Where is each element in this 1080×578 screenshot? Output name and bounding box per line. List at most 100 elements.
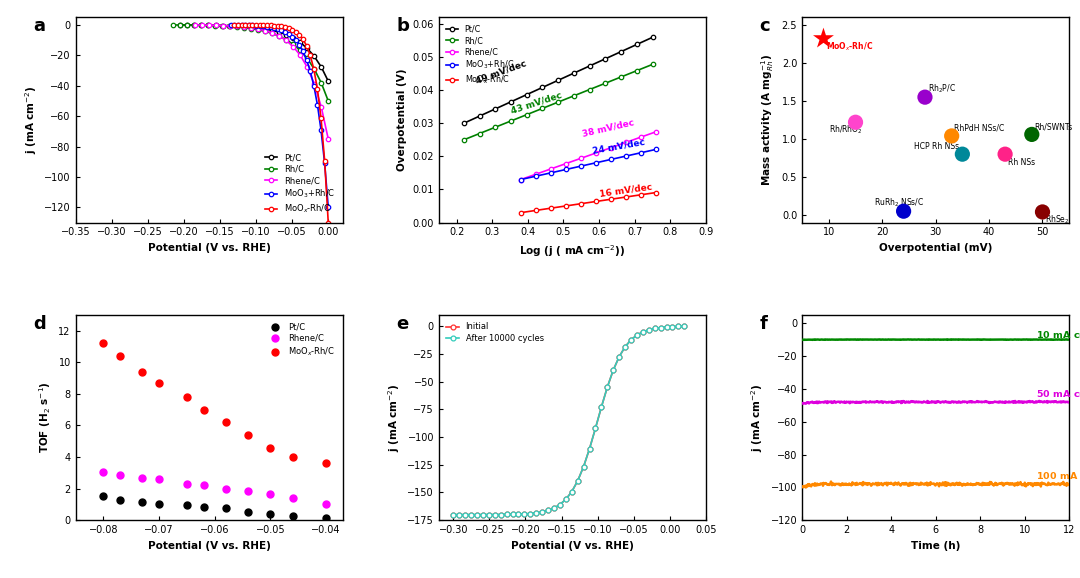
Rhene/C — [620, 139, 633, 146]
Line: Pt/C: Pt/C — [100, 492, 329, 521]
MoO$_3$+Rh/C — [235, 21, 248, 28]
Rhene/C — [216, 22, 229, 29]
Rh/C — [280, 36, 293, 43]
Text: RhPdH NSs/C: RhPdH NSs/C — [955, 124, 1004, 132]
After 10000 cycles — [553, 501, 566, 508]
MoO$_x$-Rh/C — [249, 21, 262, 28]
MoO$_x$-Rh/C — [514, 209, 527, 216]
Text: e: e — [396, 315, 408, 333]
Initial — [548, 505, 561, 512]
Rh/C — [322, 98, 335, 105]
Rh/C — [567, 92, 580, 99]
MoO$_x$-Rh/C — [529, 207, 542, 214]
Initial — [595, 403, 608, 410]
MoO$_3$+Rh/C — [242, 22, 255, 29]
Text: RuRh$_2$ NSs/C: RuRh$_2$ NSs/C — [874, 196, 924, 209]
Rhene/C — [605, 144, 618, 151]
Rh/C — [216, 23, 229, 29]
MoO$_x$-Rh/C — [268, 22, 281, 29]
After 10000 cycles — [666, 323, 679, 330]
Text: Rh/RhO$_2$: Rh/RhO$_2$ — [828, 124, 863, 136]
X-axis label: Log (j ( mA cm$^{-2}$)): Log (j ( mA cm$^{-2}$)) — [519, 243, 625, 259]
Rh/C — [504, 117, 517, 124]
MoO$_3$+Rh/C — [286, 33, 299, 40]
MoO$_3$+Rh/C — [279, 28, 292, 35]
MoO$_x$-Rh/C — [271, 23, 284, 29]
After 10000 cycles — [571, 477, 584, 484]
Initial — [600, 384, 613, 391]
Initial — [565, 488, 578, 495]
Text: 50 mA cm$^{-2}$: 50 mA cm$^{-2}$ — [1036, 387, 1080, 400]
Rhene/C — [300, 64, 313, 71]
Rhene/C — [314, 103, 327, 110]
Pt/C — [521, 91, 534, 98]
MoO$_x$-Rh/C — [253, 21, 266, 28]
MoO$_x$-Rh/C — [152, 379, 165, 386]
Rh/C — [521, 111, 534, 118]
Initial — [459, 511, 472, 518]
Pt/C — [180, 502, 193, 509]
After 10000 cycles — [447, 511, 460, 518]
X-axis label: Potential (V vs. RHE): Potential (V vs. RHE) — [511, 540, 634, 551]
Initial — [483, 511, 496, 518]
Initial — [643, 327, 656, 334]
Pt/C — [244, 24, 257, 31]
After 10000 cycles — [524, 510, 537, 517]
Rh/C — [174, 21, 187, 28]
After 10000 cycles — [488, 511, 501, 518]
Rhene/C — [280, 37, 293, 44]
Initial — [624, 336, 637, 343]
Legend: Pt/C, Rh/C, Rhene/C, MoO$_3$+Rh/C, MoO$_x$-Rh/C: Pt/C, Rh/C, Rhene/C, MoO$_3$+Rh/C, MoO$_… — [261, 150, 338, 218]
X-axis label: Overpotential (mV): Overpotential (mV) — [879, 243, 993, 253]
Line: Rhene/C: Rhene/C — [518, 129, 659, 181]
After 10000 cycles — [471, 511, 484, 518]
Legend: Initial, After 10000 cycles: Initial, After 10000 cycles — [443, 319, 546, 346]
Text: a: a — [32, 17, 45, 35]
Rh/C — [631, 67, 644, 74]
Initial — [666, 323, 679, 330]
After 10000 cycles — [495, 511, 508, 518]
Line: After 10000 cycles: After 10000 cycles — [450, 324, 687, 517]
Text: 16 mV/dec: 16 mV/dec — [599, 182, 653, 198]
MoO$_3$+Rh/C — [264, 24, 276, 31]
After 10000 cycles — [612, 353, 625, 360]
Point — [997, 150, 1014, 159]
MoO$_x$-Rh/C — [239, 21, 252, 28]
Rhene/C — [198, 482, 211, 489]
Rhene/C — [210, 22, 222, 29]
After 10000 cycles — [672, 323, 685, 330]
Rh/C — [599, 80, 612, 87]
MoO$_x$-Rh/C — [242, 431, 255, 438]
Initial — [660, 324, 673, 331]
Initial — [577, 463, 590, 470]
Y-axis label: j (mA cm$^{-2}$): j (mA cm$^{-2}$) — [750, 383, 765, 452]
MoO$_3$+Rh/C — [271, 25, 284, 32]
Pt/C — [552, 77, 565, 84]
Rhene/C — [238, 24, 251, 31]
Rhene/C — [322, 135, 335, 142]
MoO$_x$-Rh/C — [228, 21, 241, 28]
MoO$_3$+Rh/C — [225, 21, 238, 28]
Legend: Pt/C, Rhene/C, MoO$_x$-Rh/C: Pt/C, Rhene/C, MoO$_x$-Rh/C — [266, 319, 338, 361]
Initial — [559, 496, 572, 503]
MoO$_x$-Rh/C — [279, 24, 292, 31]
MoO$_3$+Rh/C — [274, 27, 287, 34]
Rhene/C — [559, 160, 572, 167]
Rhene/C — [252, 25, 265, 32]
Rh/C — [244, 25, 257, 32]
Text: 49 mV/dec: 49 mV/dec — [474, 59, 528, 86]
MoO$_x$-Rh/C — [300, 42, 313, 49]
Pt/C — [567, 70, 580, 77]
Rhene/C — [649, 128, 662, 135]
After 10000 cycles — [624, 336, 637, 343]
Initial — [512, 511, 525, 518]
Rhene/C — [97, 469, 110, 476]
MoO$_x$-Rh/C — [544, 205, 557, 212]
Pt/C — [258, 25, 271, 32]
MoO$_x$-Rh/C — [180, 394, 193, 401]
MoO$_3$+Rh/C — [649, 146, 662, 153]
Pt/C — [230, 23, 243, 29]
MoO$_3$+Rh/C — [268, 24, 281, 31]
Pt/C — [286, 34, 299, 41]
Initial — [476, 511, 489, 518]
